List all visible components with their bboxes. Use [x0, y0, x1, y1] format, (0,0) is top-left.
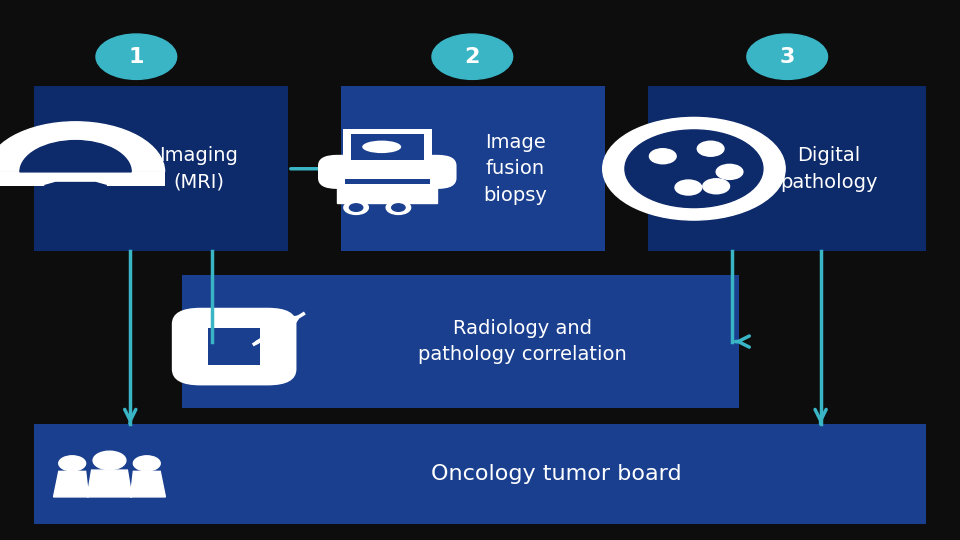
Circle shape	[59, 456, 85, 471]
Text: 2: 2	[465, 46, 480, 67]
Circle shape	[93, 451, 126, 470]
Text: Digital
pathology: Digital pathology	[780, 146, 877, 192]
Circle shape	[703, 179, 730, 194]
Polygon shape	[87, 470, 132, 497]
FancyBboxPatch shape	[318, 155, 457, 189]
Circle shape	[133, 456, 160, 471]
FancyBboxPatch shape	[182, 275, 739, 408]
Polygon shape	[54, 471, 88, 497]
FancyBboxPatch shape	[34, 424, 926, 524]
FancyBboxPatch shape	[345, 179, 429, 184]
Circle shape	[603, 117, 785, 220]
Circle shape	[697, 141, 724, 156]
Circle shape	[432, 34, 513, 79]
Circle shape	[716, 164, 743, 179]
FancyBboxPatch shape	[652, 152, 669, 163]
FancyBboxPatch shape	[34, 86, 288, 251]
Circle shape	[96, 34, 177, 79]
Polygon shape	[131, 471, 165, 497]
FancyBboxPatch shape	[0, 172, 164, 186]
Ellipse shape	[362, 140, 401, 153]
Circle shape	[386, 201, 411, 214]
Circle shape	[344, 201, 369, 214]
FancyBboxPatch shape	[172, 308, 297, 386]
Text: Image
fusion
biopsy: Image fusion biopsy	[483, 133, 547, 205]
Polygon shape	[44, 183, 107, 186]
FancyBboxPatch shape	[648, 86, 926, 251]
Polygon shape	[337, 166, 438, 203]
FancyBboxPatch shape	[341, 86, 605, 251]
FancyBboxPatch shape	[207, 328, 260, 364]
Circle shape	[349, 204, 363, 211]
FancyBboxPatch shape	[343, 129, 432, 164]
Circle shape	[747, 34, 828, 79]
Wedge shape	[0, 122, 164, 172]
Text: 1: 1	[129, 46, 144, 67]
Text: 3: 3	[780, 46, 795, 67]
FancyBboxPatch shape	[350, 134, 424, 160]
Text: Radiology and
pathology correlation: Radiology and pathology correlation	[418, 319, 627, 364]
Circle shape	[675, 180, 702, 195]
Wedge shape	[20, 140, 132, 172]
Circle shape	[625, 130, 763, 207]
Text: Oncology tumor board: Oncology tumor board	[431, 464, 682, 484]
Text: Imaging
(MRI): Imaging (MRI)	[159, 146, 238, 192]
FancyArrowPatch shape	[256, 318, 298, 342]
Circle shape	[649, 148, 676, 164]
Circle shape	[392, 204, 405, 211]
